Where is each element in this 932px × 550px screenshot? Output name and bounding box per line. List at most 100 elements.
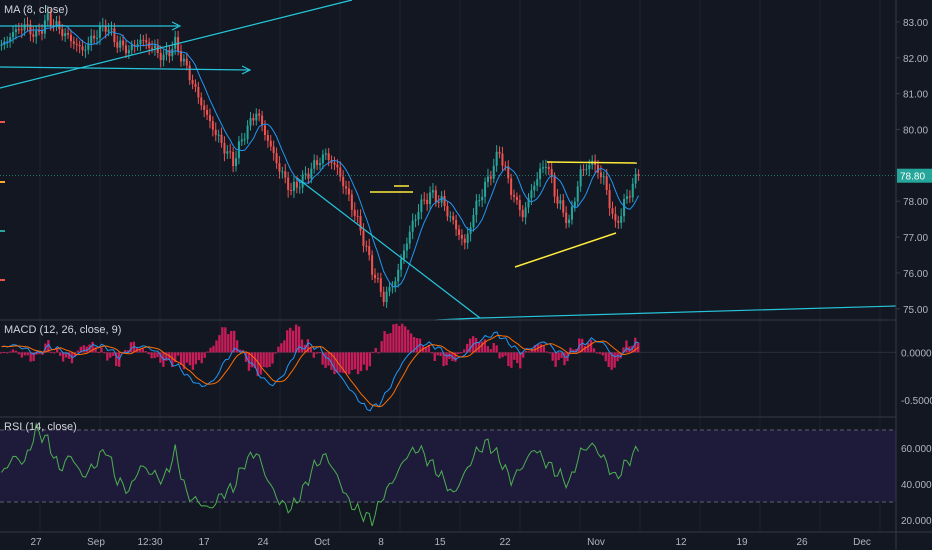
candle-body (211, 121, 214, 130)
macd-histogram-bar (454, 352, 457, 362)
candle-body (119, 40, 122, 48)
candle-body (350, 194, 353, 210)
macd-histogram-bar (206, 351, 209, 353)
macd-histogram-bar (601, 352, 605, 356)
candle-body (313, 160, 316, 169)
candle-body (220, 134, 223, 143)
candle-body (397, 269, 400, 282)
macd-histogram-bar (465, 343, 469, 353)
candle-body (573, 201, 576, 207)
macd-histogram-bar (309, 347, 313, 353)
macd-histogram-bar (551, 352, 554, 361)
candle-body (9, 37, 12, 42)
macd-histogram-bar (392, 324, 395, 353)
macd-histogram-bar (436, 352, 439, 356)
candle-body (40, 31, 44, 34)
candle-body (463, 238, 466, 243)
macd-histogram-bar (539, 344, 543, 353)
candle-body (446, 206, 449, 217)
candle-body (263, 125, 266, 136)
candle-body (562, 200, 565, 213)
rsi-indicator-label[interactable]: RSI (14, close) (4, 421, 77, 433)
candle-body (165, 50, 168, 55)
candle-body (388, 286, 391, 292)
macd-histogram-bar (448, 352, 451, 360)
macd-histogram-bar (368, 352, 372, 367)
candle-body (608, 190, 611, 209)
macd-histogram-bar (176, 352, 180, 356)
macd-histogram-bar (82, 345, 85, 353)
rsi-band (0, 429, 896, 503)
macd-histogram-bar (156, 352, 159, 358)
candle-body (379, 278, 382, 292)
macd-histogram-bar (259, 352, 262, 375)
lower-channel-line (0, 66, 251, 71)
macd-indicator-label[interactable]: MACD (12, 26, close, 9) (4, 324, 122, 336)
macd-histogram-bar (123, 350, 127, 353)
candle-body (208, 114, 211, 122)
candle-body (544, 166, 547, 168)
macd-histogram-bar (8, 351, 12, 353)
macd-histogram-bar (489, 349, 492, 353)
candle-body (634, 174, 637, 184)
candle-body (206, 109, 209, 115)
candle-body (14, 29, 17, 33)
price-tick-label: 80.00 (903, 126, 928, 137)
candle-body (342, 176, 345, 187)
candle-body (565, 212, 568, 224)
candle-body (316, 160, 319, 166)
price-tick-label: 81.00 (903, 90, 928, 101)
candle-body (559, 200, 562, 204)
macd-histogram-bar (445, 352, 448, 366)
candle-body (504, 165, 507, 167)
time-tick-label: 27 (30, 537, 42, 548)
candle-body (510, 178, 513, 195)
candle-body (104, 25, 107, 32)
candle-body (524, 207, 527, 218)
macd-histogram-bar (26, 352, 29, 356)
macd-histogram-bar (333, 352, 336, 375)
candle-body (35, 30, 38, 37)
candle-body (321, 154, 324, 164)
candle-body (628, 196, 631, 198)
macd-histogram-bar (212, 345, 215, 353)
macd-histogram-bar (200, 352, 203, 364)
macd-histogram-bar (527, 351, 531, 353)
ma-indicator-label[interactable]: MA (8, close) (4, 4, 69, 16)
macd-histogram-bar (112, 352, 115, 356)
candle-body (359, 215, 362, 231)
macd-histogram-bar (117, 352, 121, 367)
macd-histogram-bar (115, 352, 118, 367)
macd-histogram-bar (604, 352, 607, 362)
triangle-bottom-line (514, 232, 617, 268)
candle-body (113, 28, 116, 43)
macd-histogram-bar (519, 352, 522, 369)
macd-histogram-bar (424, 347, 428, 353)
rsi-tick-label: 20.0000 (901, 516, 932, 527)
macd-histogram-bar (2, 351, 6, 353)
macd-histogram-bar (277, 346, 280, 353)
candle-body (614, 213, 617, 221)
rsi-tick-label: 40.0000 (901, 480, 932, 491)
macd-histogram-bar (265, 352, 268, 368)
macd-histogram-bar (398, 325, 401, 353)
price-tick-label: 77.00 (903, 233, 928, 244)
macd-histogram-bar (73, 352, 77, 357)
candle-body (486, 176, 489, 182)
candle-body (530, 190, 533, 199)
time-tick-label: 12 (675, 537, 687, 548)
macd-histogram-bar (197, 352, 200, 361)
macd-histogram-bar (507, 352, 510, 367)
candle-body (179, 51, 183, 62)
macd-histogram-bar (188, 352, 192, 366)
candle-body (324, 153, 327, 155)
candle-body (12, 32, 15, 38)
macd-histogram-bar (47, 340, 50, 353)
candle-body (255, 113, 258, 121)
candle-body (402, 250, 405, 259)
macd-histogram-bar (548, 352, 551, 354)
macd-histogram-bar (330, 352, 333, 370)
macd-histogram-bar (625, 340, 628, 353)
candle-body (414, 219, 417, 221)
